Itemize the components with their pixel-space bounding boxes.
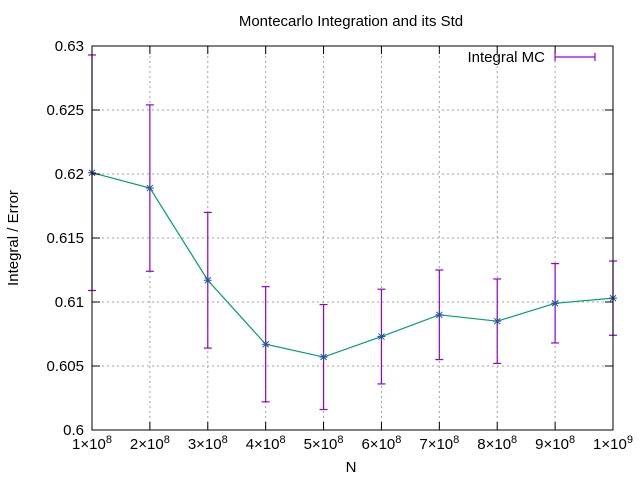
chart-title: Montecarlo Integration and its Std <box>239 13 463 30</box>
y-tick-label: 0.6 <box>63 422 84 439</box>
y-axis-label: Integral / Error <box>5 190 22 286</box>
legend-label: Integral MC <box>467 49 545 66</box>
x-tick-label: 9×108 <box>535 434 575 453</box>
x-tick-label: 3×108 <box>188 434 228 453</box>
y-tick-label: 0.625 <box>46 102 84 119</box>
x-tick-label: 5×108 <box>304 434 344 453</box>
data-point <box>551 299 560 308</box>
data-point <box>203 276 212 285</box>
data-point <box>261 340 270 349</box>
y-tick-label: 0.61 <box>55 294 84 311</box>
y-tick-label: 0.605 <box>46 358 84 375</box>
x-tick-label: 7×108 <box>419 434 459 453</box>
legend-sample <box>554 53 596 61</box>
y-tick-label: 0.63 <box>55 38 84 55</box>
y-tick-label: 0.615 <box>46 230 84 247</box>
data-point <box>145 184 154 193</box>
series-lines <box>91 172 614 358</box>
series-line <box>91 172 614 358</box>
y-tick-label: 0.62 <box>55 166 84 183</box>
data-point <box>319 353 328 362</box>
axes <box>91 45 614 431</box>
data-point <box>435 310 444 319</box>
data-point <box>493 317 502 326</box>
x-tick-label: 6×108 <box>361 434 401 453</box>
x-tick-label: 1×108 <box>72 434 112 453</box>
x-tick-label: 8×108 <box>477 434 517 453</box>
x-axis-label: N <box>346 459 357 476</box>
x-tick-label: 2×108 <box>130 434 170 453</box>
x-tick-label: 4×108 <box>246 434 286 453</box>
legend: Integral MC <box>467 49 596 66</box>
plot-border <box>91 45 614 431</box>
x-tick-label: 1×109 <box>593 434 633 453</box>
tick-labels: 0.6 0.605 0.61 0.615 0.62 0.625 0.63 1×108 2×108… <box>46 38 633 453</box>
data-point <box>377 332 386 341</box>
